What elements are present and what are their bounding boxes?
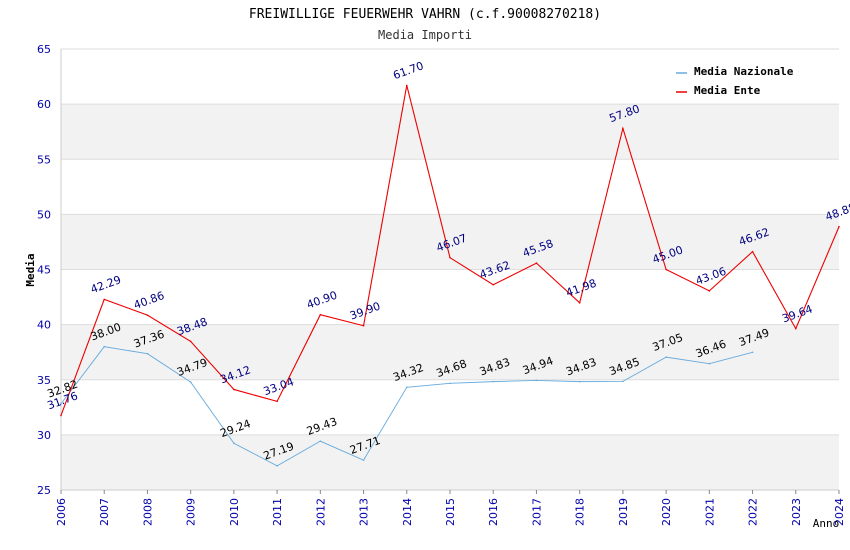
gridlines — [61, 48, 839, 491]
data-point — [189, 381, 192, 383]
x-tick-label: 2013 — [358, 498, 371, 526]
y-tick-label: 30 — [37, 429, 51, 442]
data-point — [103, 345, 106, 348]
data-point — [708, 290, 711, 292]
x-tick-label: 2021 — [703, 498, 716, 526]
legend-label-media-ente: Media Ente — [694, 84, 761, 97]
data-label: 39.64 — [780, 302, 814, 325]
band-35 — [61, 324, 839, 380]
data-point — [60, 402, 62, 405]
data-point — [492, 380, 495, 383]
data-point — [362, 324, 365, 327]
y-axis-label: Media — [24, 253, 37, 286]
data-point — [276, 465, 278, 467]
legend-box — [669, 60, 809, 101]
band-55 — [61, 104, 839, 160]
legend-label-media-nazionale: Media Nazionale — [694, 65, 794, 78]
x-tick-label: 2023 — [790, 498, 803, 526]
data-point — [665, 356, 667, 358]
data-label: 40.86 — [132, 289, 166, 312]
data-point — [708, 362, 711, 365]
data-point — [146, 314, 149, 316]
data-point — [449, 382, 451, 385]
data-point — [405, 84, 408, 87]
y-tick-label: 35 — [37, 374, 51, 387]
y-tick-label: 50 — [37, 208, 51, 221]
data-point — [838, 225, 840, 228]
x-tick-label: 2014 — [401, 498, 414, 526]
x-tick-label: 2007 — [98, 498, 111, 526]
data-label: 48.88 — [824, 201, 850, 224]
y-tick-label: 45 — [37, 264, 51, 277]
chart-title: FREIWILLIGE FEUERWEHR VAHRN (c.f.9000827… — [249, 7, 601, 22]
data-point — [622, 380, 624, 383]
data-label: 42.29 — [89, 273, 123, 296]
data-point — [60, 414, 62, 417]
data-point — [276, 400, 278, 403]
background-bands — [61, 104, 839, 490]
chart-subtitle: Media Importi — [378, 28, 472, 42]
data-point — [189, 340, 192, 343]
legend: Media Nazionale Media Ente — [669, 60, 809, 101]
y-tick-label: 40 — [37, 319, 51, 332]
data-point — [492, 283, 495, 286]
x-tick-label: 2024 — [833, 498, 846, 526]
data-point — [578, 301, 581, 304]
data-point — [751, 351, 754, 354]
x-tick-label: 2015 — [444, 498, 457, 526]
x-tick-label: 2008 — [141, 498, 154, 526]
x-tick-label: 2022 — [747, 498, 760, 526]
x-tick-label: 2020 — [660, 498, 673, 526]
x-tick-label: 2019 — [617, 498, 630, 526]
y-tick-label: 55 — [37, 153, 51, 166]
x-tick-label: 2018 — [574, 498, 587, 526]
data-point — [319, 440, 322, 442]
axes — [60, 49, 840, 494]
data-point — [103, 298, 106, 301]
x-tick-label: 2017 — [530, 498, 543, 526]
data-point — [146, 352, 149, 355]
data-point — [751, 250, 754, 253]
data-point — [665, 268, 667, 271]
y-tick-label: 60 — [37, 98, 51, 111]
data-label: 40.90 — [305, 289, 339, 312]
data-point — [233, 388, 235, 391]
x-tick-label: 2016 — [487, 498, 500, 526]
band-45 — [61, 214, 839, 270]
x-tick-label: 2010 — [228, 498, 241, 526]
x-tick-label: 2009 — [185, 498, 198, 526]
x-axis-label: Anno — [813, 517, 840, 530]
data-point — [405, 386, 408, 389]
data-label: 61.70 — [391, 59, 425, 82]
data-point — [535, 262, 538, 264]
data-point — [578, 380, 581, 383]
x-tick-label: 2012 — [314, 498, 327, 526]
data-point — [622, 127, 624, 130]
x-tick-label: 2011 — [271, 498, 284, 526]
data-point — [449, 256, 451, 259]
x-tick-label: 2006 — [55, 498, 68, 526]
data-point — [233, 442, 235, 445]
y-tick-labels: 25 30 35 40 45 50 55 60 65 — [37, 43, 51, 497]
x-tick-labels: 2006 2007 2008 2009 2010 2011 2012 2013 2014 2015… — [55, 498, 846, 526]
series-lines — [60, 84, 840, 467]
data-point — [535, 379, 538, 382]
data-point — [362, 459, 365, 461]
band-25 — [61, 434, 839, 490]
data-point — [794, 327, 797, 330]
y-tick-label: 65 — [37, 43, 51, 56]
y-tick-label: 25 — [37, 484, 51, 497]
data-point — [319, 313, 322, 316]
